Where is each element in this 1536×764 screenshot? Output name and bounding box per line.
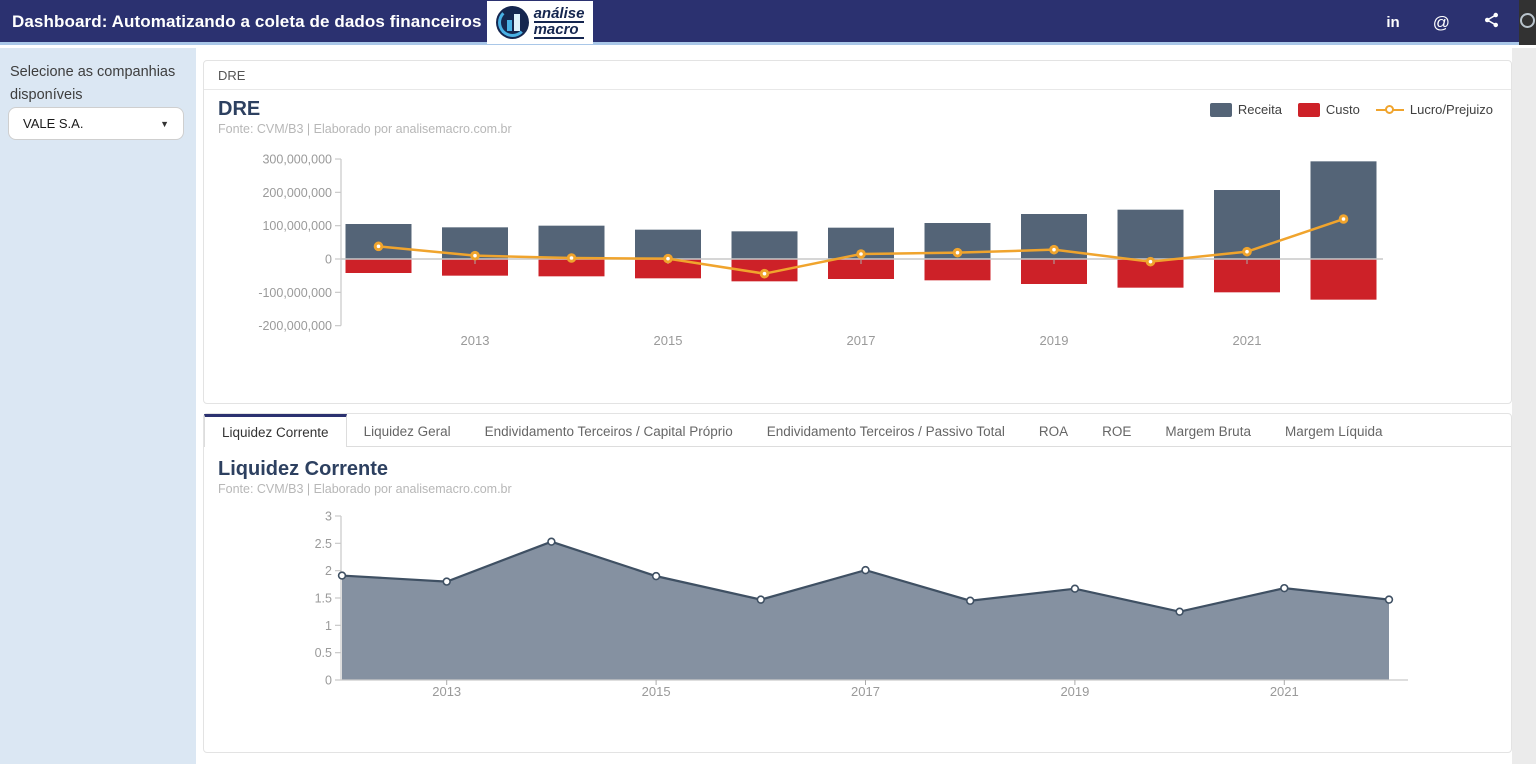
dre-chart-title: DRE [218, 98, 261, 120]
svg-text:-200,000,000: -200,000,000 [258, 319, 332, 333]
legend-label: Receita [1237, 102, 1282, 117]
browser-corner-widget [1519, 0, 1536, 45]
ratio-source: Fonte: CVM/B3 | Elaborado por analisemac… [218, 482, 512, 496]
dre-card-tab[interactable]: DRE [204, 61, 1511, 90]
svg-text:0.5: 0.5 [315, 646, 332, 660]
ratio-tabs-row: Liquidez Corrente Liquidez Geral Endividam… [204, 414, 1511, 447]
svg-text:2: 2 [325, 564, 332, 578]
svg-text:300,000,000: 300,000,000 [262, 153, 332, 167]
top-navbar: Dashboard: Automatizando a coleta de dad… [0, 0, 1536, 45]
receita-swatch [1209, 102, 1232, 117]
svg-text:2013: 2013 [432, 684, 461, 699]
page-background-strip [1512, 48, 1536, 764]
svg-text:2021: 2021 [1233, 333, 1262, 348]
svg-text:100,000,000: 100,000,000 [262, 219, 332, 233]
company-select-label: Selecione as companhias disponíveis [10, 64, 176, 103]
lucro-prejuizo-line-swatch [1375, 104, 1404, 114]
dre-card: DRE DRE Receita Custo Lucro/Prejuizo Fonte… [203, 60, 1512, 404]
svg-text:0: 0 [325, 674, 332, 688]
analisemacro-logo[interactable]: análise macro [487, 1, 593, 44]
svg-text:1: 1 [325, 619, 332, 633]
dre-card-tab-label: DRE [218, 67, 246, 83]
svg-text:3: 3 [325, 509, 332, 523]
svg-text:2015: 2015 [654, 333, 683, 348]
svg-text:2021: 2021 [1270, 684, 1299, 699]
tab-liquidez-corrente[interactable]: Liquidez Corrente [204, 414, 347, 447]
tab-margem-bruta[interactable]: Margem Bruta [1165, 424, 1251, 439]
svg-text:1.5: 1.5 [315, 591, 332, 605]
tab-roa[interactable]: ROA [1038, 424, 1069, 439]
tab-roe[interactable]: ROE [1102, 424, 1132, 439]
svg-text:2015: 2015 [642, 684, 671, 699]
tab-endividamento-terceiros-capital-pr-prio[interactable]: Endividamento Terceiros / Capital Própri… [484, 424, 733, 439]
company-select[interactable]: VALE S.A. ▼ [8, 107, 184, 140]
ratios-card: Liquidez Corrente Liquidez Geral Endividam… [203, 413, 1512, 753]
dre-source: Fonte: CVM/B3 | Elaborado por analisemac… [218, 122, 512, 136]
app-title: Dashboard: Automatizando a coleta de dad… [12, 12, 482, 31]
dre-legend: Receita Custo Lucro/Prejuizo [1209, 102, 1493, 117]
liquidez-corrente-canvas[interactable]: 0 0.5 1 1.5 2 2.5 3 2013 2015 2017 2019 2021 [204, 509, 1513, 714]
legend-label: Lucro/Prejuizo [1409, 102, 1493, 117]
svg-text:0: 0 [325, 253, 332, 267]
svg-text:2017: 2017 [847, 333, 876, 348]
logo-chart-icon [495, 6, 529, 39]
email-icon[interactable]: @ [1432, 12, 1450, 32]
dre-chart-canvas[interactable]: 300,000,000 200,000,000 100,000,000 0 -100,0… [204, 149, 1513, 365]
logo-wordmark: análise macro [533, 4, 585, 39]
custo-swatch [1297, 102, 1320, 117]
dre-chart[interactable]: 300,000,000 200,000,000 100,000,000 0 -100,0… [204, 149, 1513, 365]
legend-label: Custo [1325, 102, 1360, 117]
svg-text:2017: 2017 [851, 684, 880, 699]
legend-item-receita[interactable]: Receita [1209, 102, 1282, 117]
tab-margem-l-quida[interactable]: Margem Líquida [1284, 424, 1383, 439]
svg-text:2.5: 2.5 [315, 537, 332, 551]
svg-text:2019: 2019 [1060, 684, 1089, 699]
tab-endividamento-terceiros-passivo-total[interactable]: Endividamento Terceiros / Passivo Total [766, 424, 1005, 439]
liquidez-corrente-chart[interactable]: 0 0.5 1 1.5 2 2.5 3 2013 2015 2017 2019 2021 [204, 509, 1513, 714]
svg-text:2019: 2019 [1040, 333, 1069, 348]
share-icon[interactable] [1483, 11, 1500, 34]
chevron-down-icon: ▼ [160, 118, 169, 129]
legend-item-custo[interactable]: Custo [1297, 102, 1360, 117]
svg-text:200,000,000: 200,000,000 [262, 186, 332, 200]
svg-text:2013: 2013 [461, 333, 490, 348]
linkedin-icon[interactable]: in [1386, 14, 1400, 31]
svg-text:-100,000,000: -100,000,000 [258, 286, 332, 300]
legend-item-lucro-prejuizo[interactable]: Lucro/Prejuizo [1375, 102, 1493, 117]
ratio-chart-title: Liquidez Corrente [218, 458, 389, 480]
tab-liquidez-geral[interactable]: Liquidez Geral [363, 424, 451, 439]
sidebar: Selecione as companhias disponíveis VALE… [0, 48, 196, 764]
company-select-value: VALE S.A. [23, 116, 84, 131]
